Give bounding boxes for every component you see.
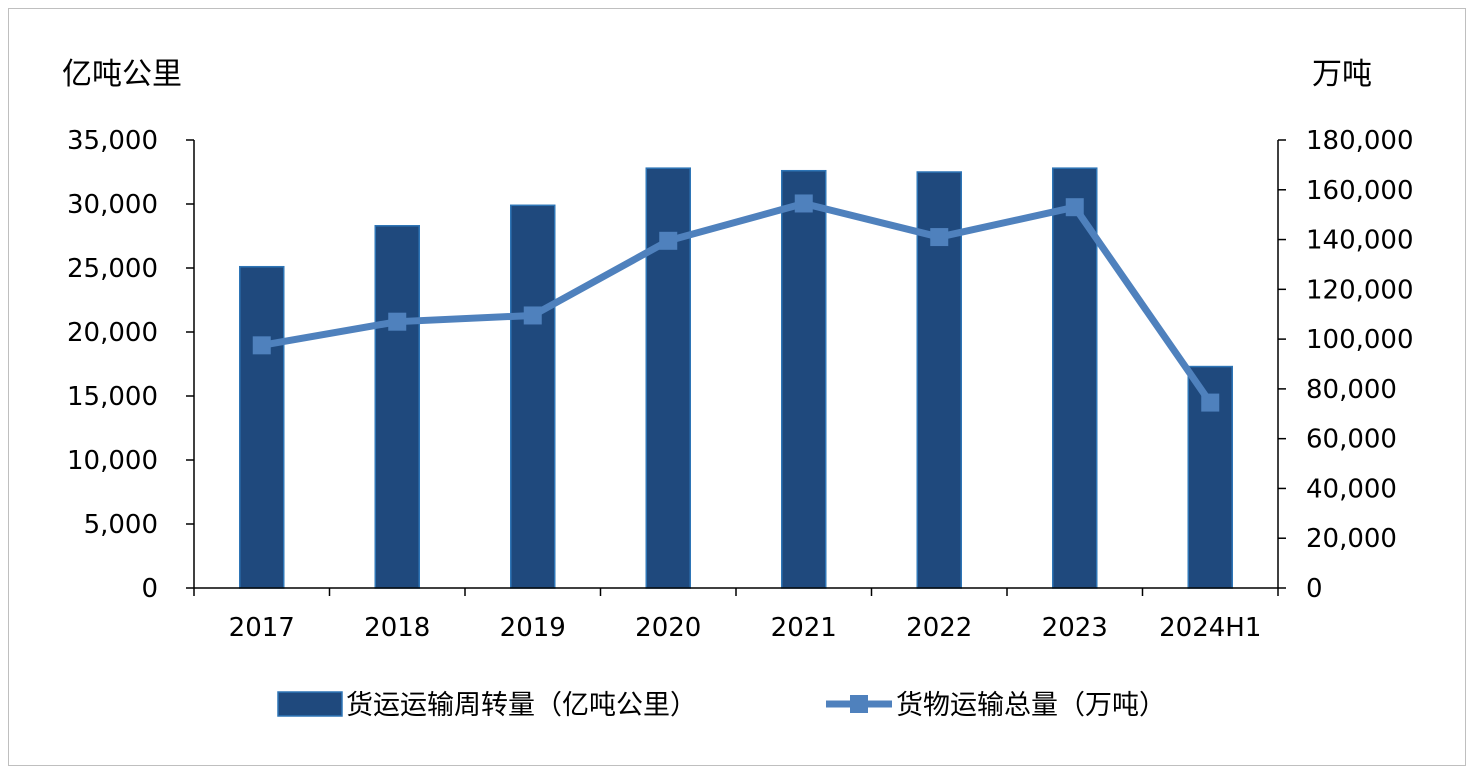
x-tick-label: 2020 bbox=[635, 613, 701, 643]
left-tick-label: 30,000 bbox=[67, 190, 158, 220]
line-point-2022 bbox=[930, 228, 949, 247]
right-axis-unit: 万吨 bbox=[1312, 57, 1372, 92]
line-point-2023 bbox=[1065, 198, 1084, 217]
x-tick-label: 2022 bbox=[906, 613, 972, 643]
left-tick-label: 5,000 bbox=[84, 510, 158, 540]
axes bbox=[193, 140, 1279, 589]
right-tick-label: 20,000 bbox=[1306, 524, 1397, 554]
line-point-2020 bbox=[659, 231, 678, 250]
x-tick-label: 2021 bbox=[771, 613, 837, 643]
right-tick-label: 60,000 bbox=[1306, 425, 1397, 455]
x-tick-label: 2017 bbox=[229, 613, 295, 643]
left-axis-ticks: 0 5,000 10,000 15,000 20,000 25,000 30,000 35,0… bbox=[67, 126, 194, 604]
left-tick-label: 20,000 bbox=[67, 318, 158, 348]
x-tick-label: 2019 bbox=[500, 613, 566, 643]
right-tick-label: 0 bbox=[1306, 574, 1323, 604]
line-point-2024H1 bbox=[1201, 393, 1220, 412]
bar-2023 bbox=[1052, 167, 1098, 589]
line-series bbox=[252, 194, 1220, 412]
right-tick-label: 180,000 bbox=[1306, 126, 1414, 156]
bar-2018 bbox=[374, 225, 420, 589]
bar-2021 bbox=[781, 169, 827, 589]
bar-2017 bbox=[239, 265, 285, 589]
legend-bar-label: 货运运输周转量（亿吨公里） bbox=[346, 690, 697, 721]
left-tick-label: 10,000 bbox=[67, 446, 158, 476]
right-tick-label: 100,000 bbox=[1306, 325, 1414, 355]
bar-2019 bbox=[510, 204, 556, 589]
right-tick-label: 160,000 bbox=[1306, 176, 1414, 206]
right-tick-label: 80,000 bbox=[1306, 375, 1397, 405]
x-tick-label: 2023 bbox=[1042, 613, 1108, 643]
x-tick-label: 2018 bbox=[364, 613, 430, 643]
left-tick-label: 35,000 bbox=[67, 126, 158, 156]
left-tick-label: 15,000 bbox=[67, 382, 158, 412]
line-path bbox=[261, 199, 1214, 405]
legend-line-label: 货物运输总量（万吨） bbox=[896, 690, 1166, 721]
line-point-2021 bbox=[794, 194, 813, 213]
bar-series bbox=[239, 167, 1233, 589]
left-tick-label: 25,000 bbox=[67, 254, 158, 284]
line-point-2018 bbox=[388, 312, 407, 331]
right-axis-ticks: 0 20,000 40,000 60,000 80,000 100,000 120,000 1… bbox=[1278, 126, 1414, 604]
legend-bar-swatch bbox=[277, 691, 343, 717]
legend: 货运运输周转量（亿吨公里） 货物运输总量（万吨） bbox=[277, 690, 1166, 721]
x-tick-label: 2024H1 bbox=[1159, 613, 1261, 643]
bar-2020 bbox=[645, 167, 691, 589]
line-point-2019 bbox=[523, 306, 542, 325]
legend-line-marker bbox=[850, 695, 868, 713]
right-tick-label: 120,000 bbox=[1306, 275, 1414, 305]
right-tick-label: 140,000 bbox=[1306, 226, 1414, 256]
left-tick-label: 0 bbox=[141, 574, 158, 604]
left-axis-unit: 亿吨公里 bbox=[62, 57, 182, 92]
bar-2024H1 bbox=[1187, 365, 1233, 589]
right-tick-label: 40,000 bbox=[1306, 474, 1397, 504]
line-point-2017 bbox=[252, 336, 271, 355]
x-axis-ticks: 2017 2018 2019 2020 2021 2022 2023 2024H1 bbox=[193, 588, 1279, 643]
